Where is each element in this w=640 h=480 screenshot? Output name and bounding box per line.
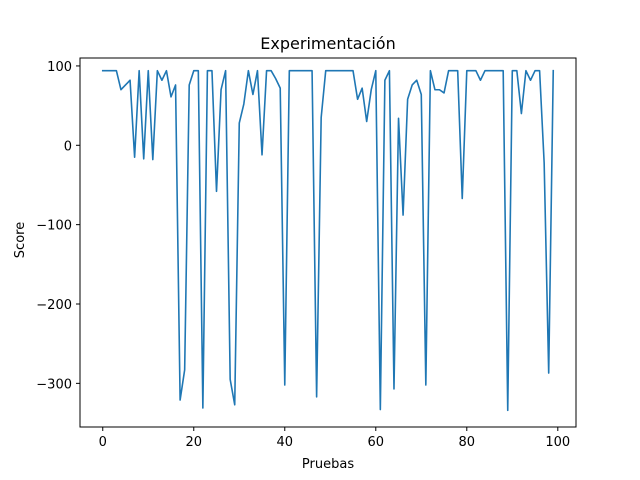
y-axis: 100 0 −100 −200 −300 (36, 60, 80, 392)
x-tick-label: 20 (185, 435, 202, 450)
chart-title: Experimentación (260, 34, 395, 53)
x-axis: 0 20 40 60 80 100 (99, 427, 570, 450)
y-tick-label: 0 (64, 139, 72, 154)
x-tick-label: 40 (276, 435, 293, 450)
x-tick-label: 80 (459, 435, 476, 450)
x-tick-label: 0 (99, 435, 107, 450)
y-tick-label: −300 (36, 377, 72, 392)
y-tick-label: 100 (47, 60, 72, 75)
y-tick-label: −100 (36, 219, 72, 234)
x-axis-label: Pruebas (302, 457, 354, 472)
x-tick-label: 100 (545, 435, 570, 450)
plot-frame (79, 57, 577, 428)
y-axis-label: Score (13, 222, 28, 258)
x-tick-label: 60 (368, 435, 385, 450)
series-line (101, 69, 555, 412)
y-tick-label: −200 (36, 298, 72, 313)
plot-line-layer (101, 69, 555, 412)
